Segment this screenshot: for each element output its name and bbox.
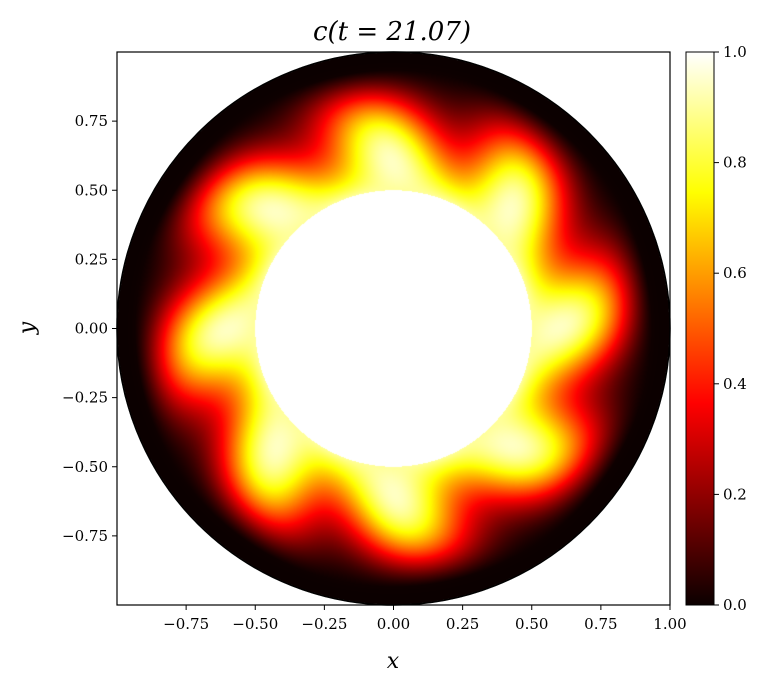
colorbar-tick-label: 0.2	[723, 485, 747, 503]
x-tick-label: −0.75	[163, 615, 209, 633]
colorbar-tick-label: 0.4	[723, 375, 747, 393]
x-tick-label: 0.75	[584, 615, 617, 633]
x-axis-ticks: −0.75 −0.50 −0.25 0.00 0.25 0.50 0.75 1.00	[163, 605, 687, 633]
y-axis-ticks: 0.75 0.50 0.25 0.00 −0.25 −0.50 −0.75	[62, 112, 117, 545]
y-tick-label: −0.75	[62, 527, 108, 545]
heatmap-field	[117, 52, 670, 605]
colorbar-tick-label: 1.0	[723, 43, 747, 61]
x-tick-label: 1.00	[653, 615, 686, 633]
y-tick-label: −0.25	[62, 389, 108, 407]
x-tick-label: 0.00	[377, 615, 410, 633]
colorbar	[685, 51, 715, 606]
y-tick-label: 0.75	[75, 112, 108, 130]
colorbar-tick-label: 0.6	[723, 264, 747, 282]
x-axis-label: x	[387, 649, 400, 674]
colorbar-tick-label: 0.8	[723, 154, 747, 172]
x-tick-label: 0.50	[515, 615, 548, 633]
x-tick-label: 0.25	[446, 615, 479, 633]
chart-title: c(t = 21.07)	[313, 17, 471, 47]
y-tick-label: 0.25	[75, 250, 108, 268]
y-tick-label: 0.50	[75, 181, 108, 199]
x-tick-label: −0.25	[301, 615, 347, 633]
y-tick-label: −0.50	[62, 458, 108, 476]
y-axis-label: y	[15, 321, 40, 335]
colorbar-ticks: 0.0 0.2 0.4 0.6 0.8 1.0	[714, 43, 747, 614]
y-tick-label: 0.00	[75, 320, 108, 338]
x-tick-label: −0.50	[232, 615, 278, 633]
colorbar-tick-label: 0.0	[723, 596, 747, 614]
